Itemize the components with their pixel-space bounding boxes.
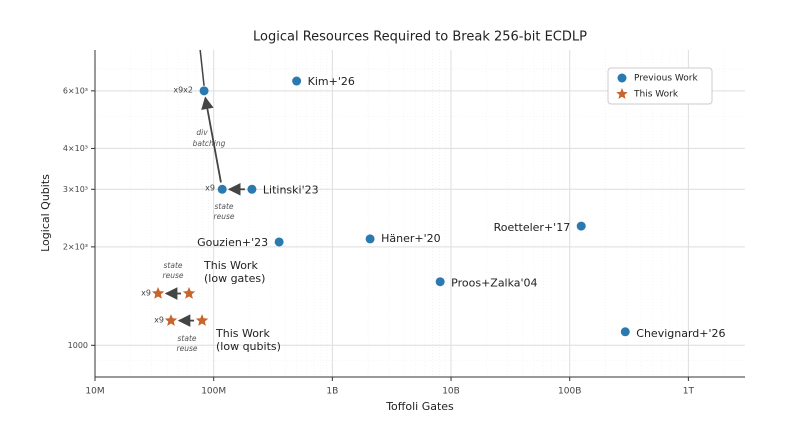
legend-label: This Work — [633, 90, 679, 100]
arrow — [201, 96, 222, 183]
point — [274, 237, 284, 247]
y-tick-label: 4×10³ — [63, 144, 88, 153]
point — [217, 184, 227, 194]
point — [292, 76, 302, 86]
y-tick-label: 3×10³ — [63, 185, 88, 194]
x-tick-label: 1B — [326, 387, 338, 397]
point-label: Roetteler+'17 — [494, 221, 571, 234]
point-label: Chevignard+'26 — [636, 327, 725, 340]
y-tick-label: 6×10³ — [63, 86, 88, 95]
annotation: This Work — [215, 327, 270, 340]
x-tick-label: 10B — [442, 387, 460, 397]
point-label: Häner+'20 — [381, 232, 441, 245]
legend-marker — [617, 73, 627, 83]
point-label: Gouzien+'23 — [197, 236, 268, 249]
trend-line — [199, 50, 205, 86]
annotation: x9 — [205, 184, 215, 193]
point — [620, 327, 630, 337]
annotation: reuse — [214, 212, 235, 221]
annotation: state — [215, 202, 234, 211]
annotation: reuse — [177, 344, 198, 353]
annotation: This Work — [203, 259, 258, 272]
annotation: x9x2 — [173, 86, 193, 95]
point-label: Litinski'23 — [263, 183, 319, 196]
point-label: Proos+Zalka'04 — [451, 277, 537, 290]
annotation: (low qubits) — [216, 340, 281, 353]
point — [247, 184, 257, 194]
x-tick-label: 100B — [558, 387, 581, 397]
annotation: state — [178, 334, 197, 343]
point — [199, 86, 209, 96]
annotation: x9 — [154, 316, 164, 325]
x-tick-label: 10M — [85, 387, 104, 397]
legend-box — [607, 67, 713, 105]
y-axis-label: Logical Qubits — [39, 174, 52, 252]
legend-label: Previous Work — [634, 74, 698, 84]
point — [182, 287, 196, 299]
y-tick-label: 2×10³ — [63, 242, 88, 251]
annotation: reuse — [163, 271, 184, 280]
point — [435, 277, 445, 287]
point-label: Kim+'26 — [308, 75, 355, 88]
annotation: x9 — [141, 289, 151, 298]
point — [164, 314, 178, 326]
legend-marker — [616, 88, 628, 99]
annotation: (low gates) — [204, 272, 265, 285]
y-tick-label: 1000 — [68, 341, 88, 350]
x-tick-label: 1T — [683, 387, 695, 397]
x-axis-label: Toffoli Gates — [385, 400, 454, 413]
annotation: batching — [193, 139, 226, 148]
annotation: div — [196, 128, 208, 137]
point — [576, 221, 586, 231]
point — [151, 287, 165, 299]
x-tick-label: 100M — [201, 387, 226, 397]
point — [365, 234, 375, 244]
annotation: state — [164, 261, 183, 270]
point — [195, 314, 209, 326]
chart-title: Logical Resources Required to Break 256-… — [253, 30, 587, 45]
